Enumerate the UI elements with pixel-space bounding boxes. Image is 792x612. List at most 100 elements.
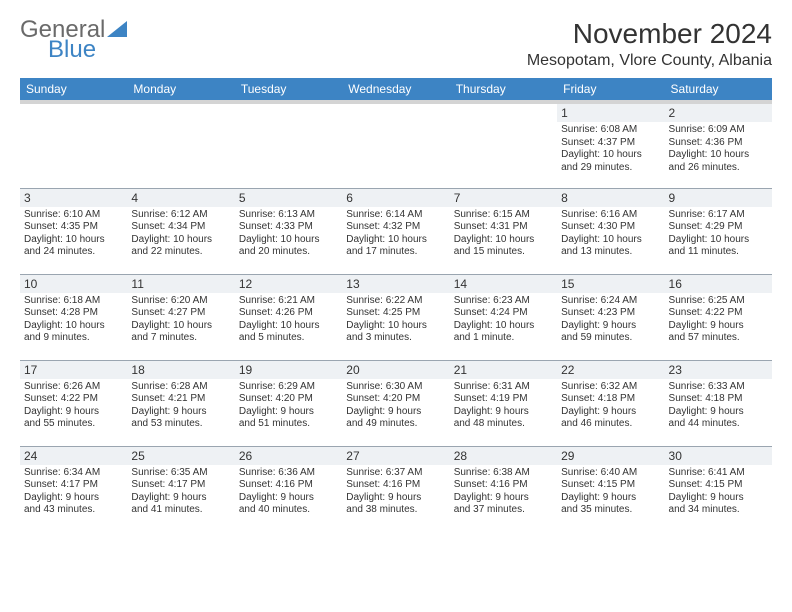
day-number xyxy=(235,104,342,120)
calendar-row: 3Sunrise: 6:10 AMSunset: 4:35 PMDaylight… xyxy=(20,188,772,274)
day-number: 13 xyxy=(342,275,449,293)
calendar-cell: 11Sunrise: 6:20 AMSunset: 4:27 PMDayligh… xyxy=(127,274,234,360)
calendar-row: 1Sunrise: 6:08 AMSunset: 4:37 PMDaylight… xyxy=(20,102,772,188)
calendar-cell: 16 Sunrise: 6:25 AMSunset: 4:22 PMDayligh… xyxy=(665,274,772,360)
day-number: 4 xyxy=(127,189,234,207)
calendar-cell xyxy=(235,102,342,188)
calendar-cell xyxy=(20,102,127,188)
calendar-cell xyxy=(342,102,449,188)
day-number: 1 xyxy=(557,104,664,122)
calendar-cell: 7 Sunrise: 6:15 AMSunset: 4:31 PMDaylight… xyxy=(450,188,557,274)
day-details: Sunrise: 6:35 AMSunset: 4:17 PMDaylight:… xyxy=(131,467,230,517)
calendar-cell: 20 Sunrise: 6:30 AMSunset: 4:20 PMDayligh… xyxy=(342,360,449,446)
day-details: Sunrise: 6:18 AMSunset: 4:28 PMDaylight:… xyxy=(24,295,123,345)
calendar-cell: 10Sunrise: 6:18 AMSunset: 4:28 PMDayligh… xyxy=(20,274,127,360)
day-number: 27 xyxy=(342,447,449,465)
calendar-cell: 15 Sunrise: 6:24 AMSunset: 4:23 PMDayligh… xyxy=(557,274,664,360)
day-details: Sunrise: 6:29 AMSunset: 4:20 PMDaylight:… xyxy=(239,381,338,431)
day-number: 25 xyxy=(127,447,234,465)
day-number: 30 xyxy=(665,447,772,465)
dayheader-row: Sunday Monday Tuesday Wednesday Thursday… xyxy=(20,78,772,102)
day-details: Sunrise: 6:37 AMSunset: 4:16 PMDaylight:… xyxy=(346,467,445,517)
day-details: Sunrise: 6:21 AMSunset: 4:26 PMDaylight:… xyxy=(239,295,338,345)
day-details: Sunrise: 6:31 AMSunset: 4:19 PMDaylight:… xyxy=(454,381,553,431)
day-details: Sunrise: 6:36 AMSunset: 4:16 PMDaylight:… xyxy=(239,467,338,517)
calendar-cell: 27 Sunrise: 6:37 AMSunset: 4:16 PMDayligh… xyxy=(342,446,449,532)
day-details: Sunrise: 6:16 AMSunset: 4:30 PMDaylight:… xyxy=(561,209,660,259)
day-details: Sunrise: 6:28 AMSunset: 4:21 PMDaylight:… xyxy=(131,381,230,431)
day-details: Sunrise: 6:26 AMSunset: 4:22 PMDaylight:… xyxy=(24,381,123,431)
day-number: 24 xyxy=(20,447,127,465)
calendar-cell: 23Sunrise: 6:33 AMSunset: 4:18 PMDayligh… xyxy=(665,360,772,446)
day-number xyxy=(450,104,557,120)
calendar-cell: 30 Sunrise: 6:41 AMSunset: 4:15 PMDayligh… xyxy=(665,446,772,532)
calendar-cell: 8 Sunrise: 6:16 AMSunset: 4:30 PMDaylight… xyxy=(557,188,664,274)
day-number: 17 xyxy=(20,361,127,379)
calendar-cell: 3Sunrise: 6:10 AMSunset: 4:35 PMDaylight… xyxy=(20,188,127,274)
calendar-cell: 4Sunrise: 6:12 AMSunset: 4:34 PMDaylight… xyxy=(127,188,234,274)
day-number xyxy=(20,104,127,120)
day-details: Sunrise: 6:32 AMSunset: 4:18 PMDaylight:… xyxy=(561,381,660,431)
day-details: Sunrise: 6:33 AMSunset: 4:18 PMDaylight:… xyxy=(669,381,768,431)
day-details: Sunrise: 6:22 AMSunset: 4:25 PMDaylight:… xyxy=(346,295,445,345)
dayheader-thursday: Thursday xyxy=(450,78,557,102)
calendar-cell: 9 Sunrise: 6:17 AMSunset: 4:29 PMDaylight… xyxy=(665,188,772,274)
dayheader-friday: Friday xyxy=(557,78,664,102)
calendar-cell: 17 Sunrise: 6:26 AMSunset: 4:22 PMDayligh… xyxy=(20,360,127,446)
calendar-cell: 18 Sunrise: 6:28 AMSunset: 4:21 PMDayligh… xyxy=(127,360,234,446)
day-details: Sunrise: 6:17 AMSunset: 4:29 PMDaylight:… xyxy=(669,209,768,259)
calendar-cell: 2 Sunrise: 6:09 AMSunset: 4:36 PMDaylight… xyxy=(665,102,772,188)
calendar-row: 10Sunrise: 6:18 AMSunset: 4:28 PMDayligh… xyxy=(20,274,772,360)
calendar-cell: 1Sunrise: 6:08 AMSunset: 4:37 PMDaylight… xyxy=(557,102,664,188)
day-details: Sunrise: 6:25 AMSunset: 4:22 PMDaylight:… xyxy=(669,295,768,345)
calendar-cell: 25 Sunrise: 6:35 AMSunset: 4:17 PMDayligh… xyxy=(127,446,234,532)
calendar-row: 17 Sunrise: 6:26 AMSunset: 4:22 PMDayligh… xyxy=(20,360,772,446)
day-details: Sunrise: 6:34 AMSunset: 4:17 PMDaylight:… xyxy=(24,467,123,517)
calendar-body: 1Sunrise: 6:08 AMSunset: 4:37 PMDaylight… xyxy=(20,102,772,532)
day-details: Sunrise: 6:24 AMSunset: 4:23 PMDaylight:… xyxy=(561,295,660,345)
header-row: General Blue November 2024 Mesopotam, Vl… xyxy=(20,18,772,70)
day-details: Sunrise: 6:20 AMSunset: 4:27 PMDaylight:… xyxy=(131,295,230,345)
day-number: 16 xyxy=(665,275,772,293)
calendar-cell: 26 Sunrise: 6:36 AMSunset: 4:16 PMDayligh… xyxy=(235,446,342,532)
day-details: Sunrise: 6:30 AMSunset: 4:20 PMDaylight:… xyxy=(346,381,445,431)
dayheader-tuesday: Tuesday xyxy=(235,78,342,102)
day-number xyxy=(342,104,449,120)
calendar-cell: 29 Sunrise: 6:40 AMSunset: 4:15 PMDayligh… xyxy=(557,446,664,532)
day-number: 7 xyxy=(450,189,557,207)
day-number: 6 xyxy=(342,189,449,207)
day-number: 15 xyxy=(557,275,664,293)
calendar-cell: 22Sunrise: 6:32 AMSunset: 4:18 PMDayligh… xyxy=(557,360,664,446)
dayheader-saturday: Saturday xyxy=(665,78,772,102)
day-number: 18 xyxy=(127,361,234,379)
day-details: Sunrise: 6:41 AMSunset: 4:15 PMDaylight:… xyxy=(669,467,768,517)
month-year: November 2024 xyxy=(527,18,772,50)
day-number: 8 xyxy=(557,189,664,207)
day-number: 20 xyxy=(342,361,449,379)
calendar-cell: 24 Sunrise: 6:34 AMSunset: 4:17 PMDayligh… xyxy=(20,446,127,532)
day-number: 26 xyxy=(235,447,342,465)
day-details: Sunrise: 6:40 AMSunset: 4:15 PMDaylight:… xyxy=(561,467,660,517)
day-number: 28 xyxy=(450,447,557,465)
logo: General Blue xyxy=(20,18,127,62)
day-number: 12 xyxy=(235,275,342,293)
calendar-cell: 21 Sunrise: 6:31 AMSunset: 4:19 PMDayligh… xyxy=(450,360,557,446)
day-details: Sunrise: 6:14 AMSunset: 4:32 PMDaylight:… xyxy=(346,209,445,259)
day-details: Sunrise: 6:23 AMSunset: 4:24 PMDaylight:… xyxy=(454,295,553,345)
title-block: November 2024 Mesopotam, Vlore County, A… xyxy=(527,18,772,70)
calendar-head: Sunday Monday Tuesday Wednesday Thursday… xyxy=(20,78,772,102)
day-number: 2 xyxy=(665,104,772,122)
day-details: Sunrise: 6:09 AMSunset: 4:36 PMDaylight:… xyxy=(669,124,768,174)
day-number: 21 xyxy=(450,361,557,379)
calendar-cell xyxy=(450,102,557,188)
day-number: 3 xyxy=(20,189,127,207)
day-details: Sunrise: 6:13 AMSunset: 4:33 PMDaylight:… xyxy=(239,209,338,259)
day-number: 9 xyxy=(665,189,772,207)
day-details: Sunrise: 6:38 AMSunset: 4:16 PMDaylight:… xyxy=(454,467,553,517)
calendar-row: 24 Sunrise: 6:34 AMSunset: 4:17 PMDayligh… xyxy=(20,446,772,532)
day-number: 19 xyxy=(235,361,342,379)
day-details: Sunrise: 6:15 AMSunset: 4:31 PMDaylight:… xyxy=(454,209,553,259)
calendar-cell: 6 Sunrise: 6:14 AMSunset: 4:32 PMDaylight… xyxy=(342,188,449,274)
logo-bottom-text: Blue xyxy=(48,38,127,62)
day-number: 29 xyxy=(557,447,664,465)
